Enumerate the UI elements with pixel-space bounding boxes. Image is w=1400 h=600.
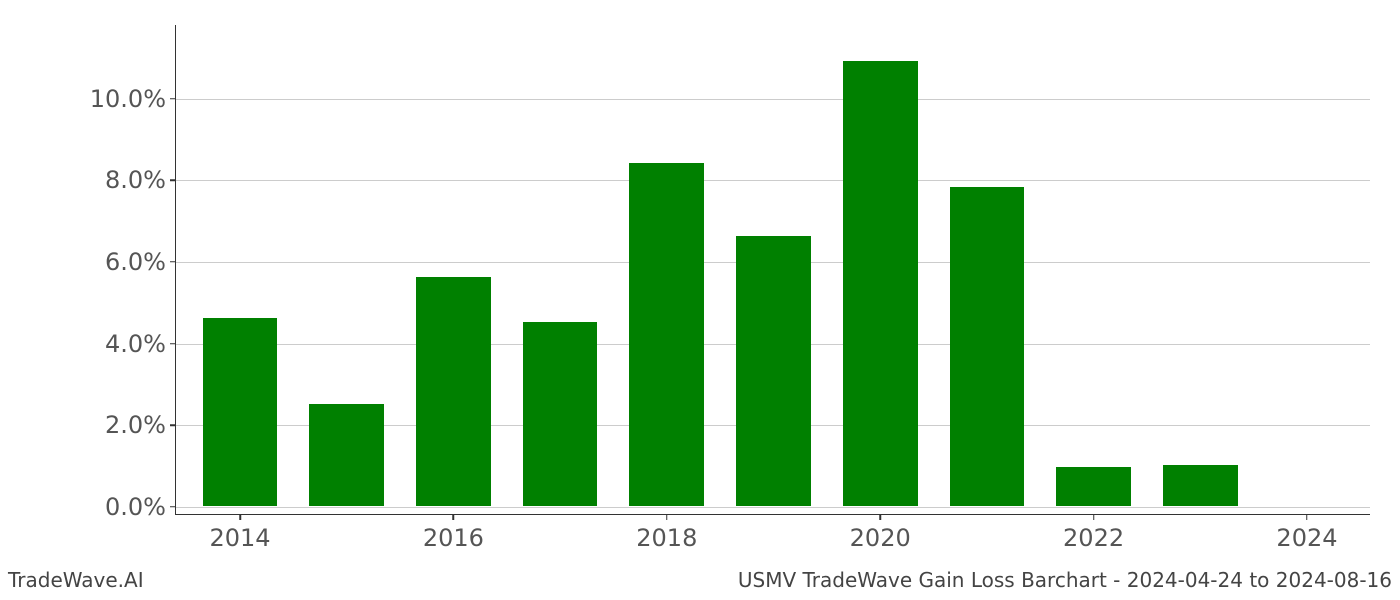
plot-area: 0.0%2.0%4.0%6.0%8.0%10.0%201420162018202…: [175, 25, 1370, 515]
ytick-label: 4.0%: [105, 330, 176, 358]
xtick-label: 2018: [636, 514, 697, 552]
chart-container: 0.0% 2.0% 4.0% 6.0% 8.0% 10.0% 2014 2016 2018 202…: [0, 0, 1400, 600]
grid-line: [176, 99, 1370, 100]
footer-left-label: TradeWave.AI: [8, 568, 144, 592]
bar: [309, 404, 384, 506]
bar: [203, 318, 278, 506]
xtick-label: 2020: [850, 514, 911, 552]
bar: [1163, 465, 1238, 506]
ytick-label: 8.0%: [105, 166, 176, 194]
bar: [1056, 467, 1131, 506]
ytick-label: 10.0%: [90, 85, 176, 113]
bar: [736, 236, 811, 506]
xtick-label: 2014: [209, 514, 270, 552]
footer-right-label: USMV TradeWave Gain Loss Barchart - 2024…: [738, 568, 1392, 592]
grid-line: [176, 507, 1370, 508]
bar: [843, 61, 918, 506]
grid-line: [176, 180, 1370, 181]
bar: [416, 277, 491, 506]
xtick-label: 2016: [423, 514, 484, 552]
bar: [523, 322, 598, 506]
bar: [629, 163, 704, 506]
ytick-label: 2.0%: [105, 411, 176, 439]
xtick-label: 2024: [1276, 514, 1337, 552]
xtick-label: 2022: [1063, 514, 1124, 552]
ytick-label: 6.0%: [105, 248, 176, 276]
bar: [950, 187, 1025, 506]
ytick-label: 0.0%: [105, 493, 176, 521]
